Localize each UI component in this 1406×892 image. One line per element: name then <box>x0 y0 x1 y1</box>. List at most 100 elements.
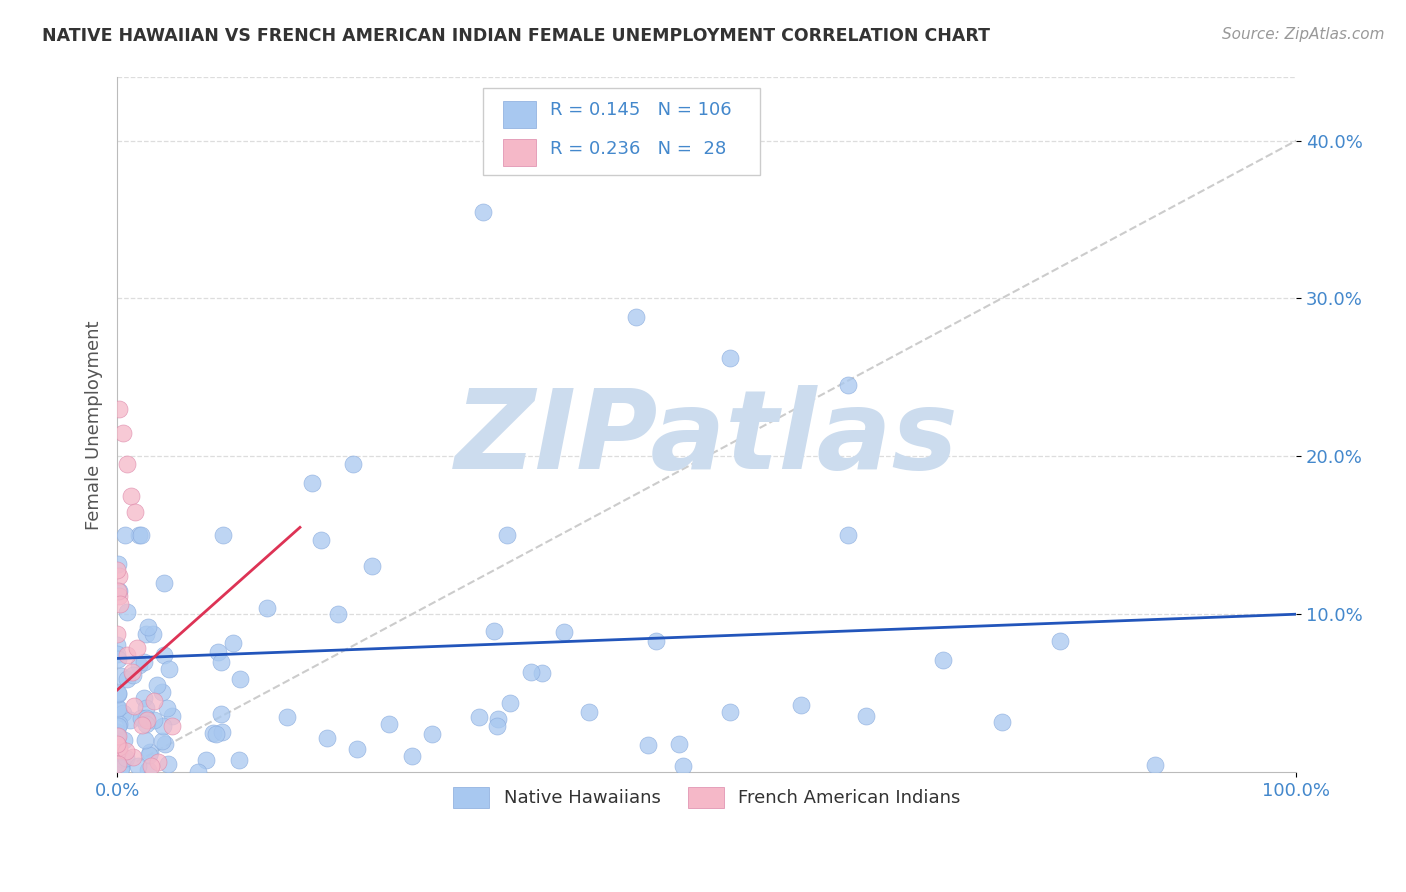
Point <box>115 672 138 686</box>
Point <box>107 627 129 641</box>
Point <box>530 666 553 681</box>
Point <box>160 708 183 723</box>
Point <box>212 528 235 542</box>
Point <box>135 627 157 641</box>
Point <box>837 528 859 542</box>
Point <box>120 713 142 727</box>
Point <box>484 624 506 638</box>
Point <box>108 597 131 611</box>
Point <box>209 655 232 669</box>
Point <box>157 662 180 676</box>
Text: NATIVE HAWAIIAN VS FRENCH AMERICAN INDIAN FEMALE UNEMPLOYMENT CORRELATION CHART: NATIVE HAWAIIAN VS FRENCH AMERICAN INDIA… <box>42 27 990 45</box>
Point <box>624 310 647 325</box>
Point <box>127 759 149 773</box>
Point <box>107 583 129 598</box>
Point <box>256 601 278 615</box>
Point <box>578 705 600 719</box>
Point <box>124 505 146 519</box>
Point <box>143 693 166 707</box>
Text: R = 0.236   N =  28: R = 0.236 N = 28 <box>550 140 725 158</box>
Point <box>855 709 877 723</box>
Point <box>108 584 131 599</box>
Point <box>301 476 323 491</box>
Point <box>136 619 159 633</box>
Point <box>108 740 131 755</box>
Point <box>211 725 233 739</box>
Point <box>105 648 128 662</box>
Legend: Native Hawaiians, French American Indians: Native Hawaiians, French American Indian… <box>446 780 967 815</box>
Point <box>136 763 159 777</box>
Point <box>107 687 129 701</box>
Point <box>637 738 659 752</box>
Point <box>1143 758 1166 772</box>
Point <box>135 711 157 725</box>
Point <box>138 747 160 762</box>
Point <box>553 625 575 640</box>
Point <box>128 528 150 542</box>
FancyBboxPatch shape <box>482 87 759 175</box>
Point <box>221 635 243 649</box>
Point <box>644 634 666 648</box>
Point <box>342 457 364 471</box>
Point <box>105 563 128 577</box>
Point <box>931 653 953 667</box>
Point <box>110 762 132 776</box>
Point <box>122 750 145 764</box>
Point <box>471 204 494 219</box>
Point <box>361 559 384 574</box>
Point <box>134 656 156 670</box>
Point <box>378 717 401 731</box>
Point <box>108 401 131 416</box>
Point <box>276 710 298 724</box>
Point <box>105 638 128 652</box>
Point <box>672 758 695 772</box>
Point <box>135 716 157 731</box>
Point <box>316 731 339 745</box>
Point <box>131 718 153 732</box>
Text: R = 0.145   N = 106: R = 0.145 N = 106 <box>550 101 731 119</box>
Point <box>790 698 813 712</box>
Point <box>107 685 129 699</box>
Point <box>117 648 139 663</box>
Point <box>486 712 509 726</box>
Point <box>143 714 166 728</box>
Point <box>108 589 131 603</box>
Point <box>990 714 1012 729</box>
Point <box>110 669 132 683</box>
Point <box>401 749 423 764</box>
Point <box>485 719 508 733</box>
Point <box>111 706 134 721</box>
Point <box>207 644 229 658</box>
Point <box>138 745 160 759</box>
Point <box>201 725 224 739</box>
Point <box>145 678 167 692</box>
Point <box>496 528 519 542</box>
Text: Source: ZipAtlas.com: Source: ZipAtlas.com <box>1222 27 1385 42</box>
Point <box>156 756 179 771</box>
Point <box>111 752 134 766</box>
Point <box>105 724 128 739</box>
Point <box>153 737 176 751</box>
Point <box>136 714 159 728</box>
Point <box>129 528 152 542</box>
Point <box>420 727 443 741</box>
Point <box>105 729 128 743</box>
Point <box>115 605 138 619</box>
Point <box>152 718 174 732</box>
Point <box>124 698 146 713</box>
Point <box>115 744 138 758</box>
FancyBboxPatch shape <box>503 139 536 166</box>
Point <box>153 575 176 590</box>
Point <box>204 727 226 741</box>
FancyBboxPatch shape <box>503 102 536 128</box>
Point <box>718 351 741 366</box>
Point <box>135 701 157 715</box>
Point <box>1049 633 1071 648</box>
Point <box>115 751 138 765</box>
Point <box>148 755 170 769</box>
Point <box>112 425 135 440</box>
Point <box>105 737 128 751</box>
Point <box>121 665 143 679</box>
Point <box>114 528 136 542</box>
Point <box>309 533 332 547</box>
